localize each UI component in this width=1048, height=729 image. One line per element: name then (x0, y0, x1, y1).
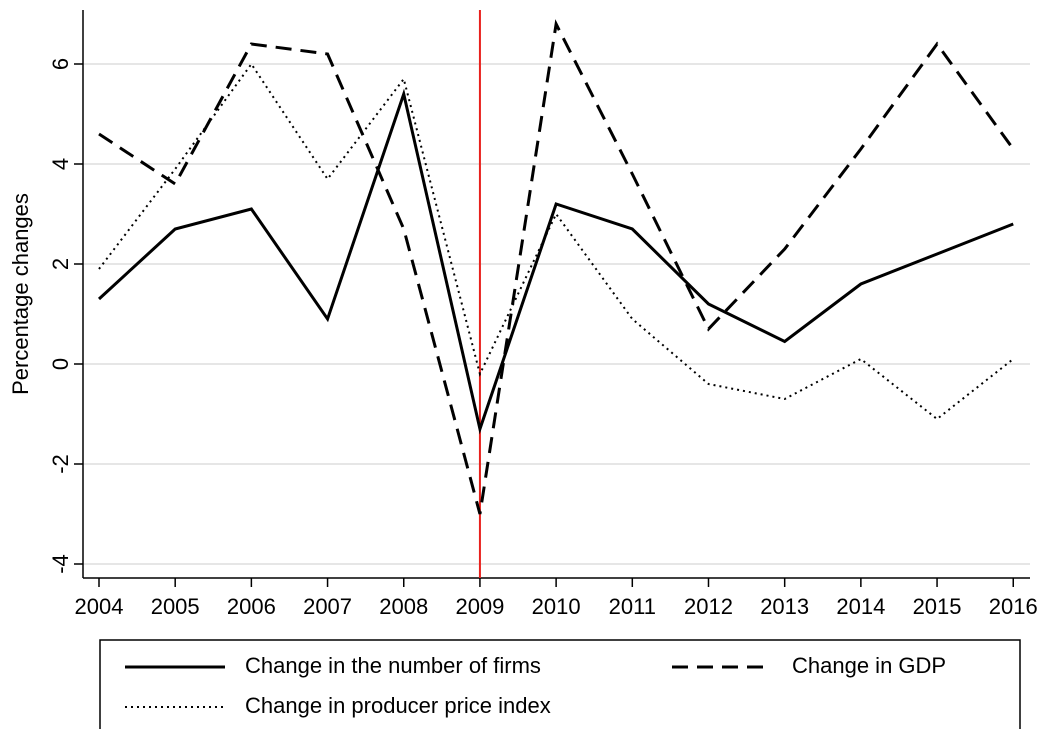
x-tick-label: 2007 (303, 594, 352, 619)
x-tick-label: 2015 (913, 594, 962, 619)
x-tick-label: 2013 (760, 594, 809, 619)
legend-box (99, 639, 1021, 729)
x-tick-label: 2011 (609, 594, 656, 619)
x-tick-label: 2010 (532, 594, 581, 619)
y-tick-label: -4 (48, 554, 73, 574)
y-tick-label: 2 (48, 258, 73, 270)
y-tick-label: 6 (48, 58, 73, 70)
x-tick-label: 2008 (379, 594, 428, 619)
x-tick-label: 2012 (684, 594, 733, 619)
x-tick-label: 2005 (151, 594, 200, 619)
data-line (98, 62, 1014, 421)
x-tick-label: 2006 (227, 594, 276, 619)
x-tick-label: 2014 (836, 594, 885, 619)
y-tick-label: 4 (48, 158, 73, 170)
y-tick-label: -2 (48, 454, 73, 474)
legend-label: Change in producer price index (245, 693, 551, 718)
y-axis-label: Percentage changes (8, 193, 33, 395)
legend-label: Change in the number of firms (245, 653, 541, 678)
x-tick-label: 2004 (75, 594, 124, 619)
data-line (98, 19, 1015, 515)
legend-label: Change in GDP (792, 653, 946, 678)
data-line (97, 88, 1014, 435)
x-tick-label: 2009 (455, 594, 504, 619)
x-tick-label: 2016 (989, 594, 1038, 619)
y-tick-label: 0 (48, 358, 73, 370)
